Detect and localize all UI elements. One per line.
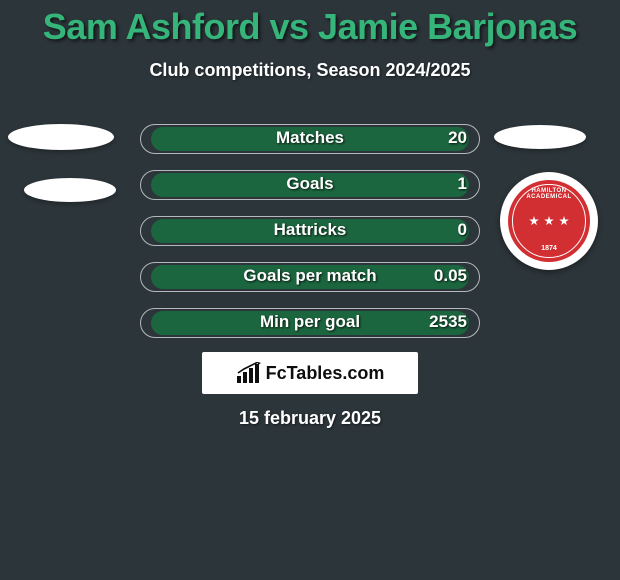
brand-chart-icon [236, 362, 262, 384]
stat-row: Min per goal 2535 [140, 308, 480, 338]
stat-row: Goals 1 [140, 170, 480, 200]
stat-label: Min per goal [260, 312, 360, 332]
stat-value: 0.05 [434, 266, 467, 286]
brand-text: FcTables.com [266, 363, 385, 384]
stat-row: Matches 20 [140, 124, 480, 154]
stat-label: Goals per match [243, 266, 376, 286]
placeholder-ellipse [8, 124, 114, 150]
club-crest: HAMILTON ACADEMICAL 1874 [500, 172, 598, 270]
date-text: 15 february 2025 [0, 408, 620, 429]
stat-label: Hattricks [274, 220, 347, 240]
stat-value: 20 [448, 128, 467, 148]
stat-value: 1 [458, 174, 467, 194]
comparison-card: Sam Ashford vs Jamie Barjonas Club compe… [0, 0, 620, 580]
stat-label: Goals [286, 174, 333, 194]
crest-inner: HAMILTON ACADEMICAL 1874 [508, 180, 590, 262]
crest-year: 1874 [508, 245, 590, 252]
stat-label: Matches [276, 128, 344, 148]
crest-text-top: HAMILTON ACADEMICAL [508, 188, 590, 200]
stat-row: Goals per match 0.05 [140, 262, 480, 292]
stats-rows: Matches 20 Goals 1 Hattricks 0 Goals per match… [140, 124, 480, 354]
placeholder-ellipse [24, 178, 116, 202]
stat-value: 2535 [429, 312, 467, 332]
page-title: Sam Ashford vs Jamie Barjonas [0, 0, 620, 48]
right-placeholder-ellipse [494, 125, 586, 149]
subtitle: Club competitions, Season 2024/2025 [0, 60, 620, 81]
stat-row: Hattricks 0 [140, 216, 480, 246]
stat-value: 0 [458, 220, 467, 240]
branding-badge: FcTables.com [202, 352, 418, 394]
